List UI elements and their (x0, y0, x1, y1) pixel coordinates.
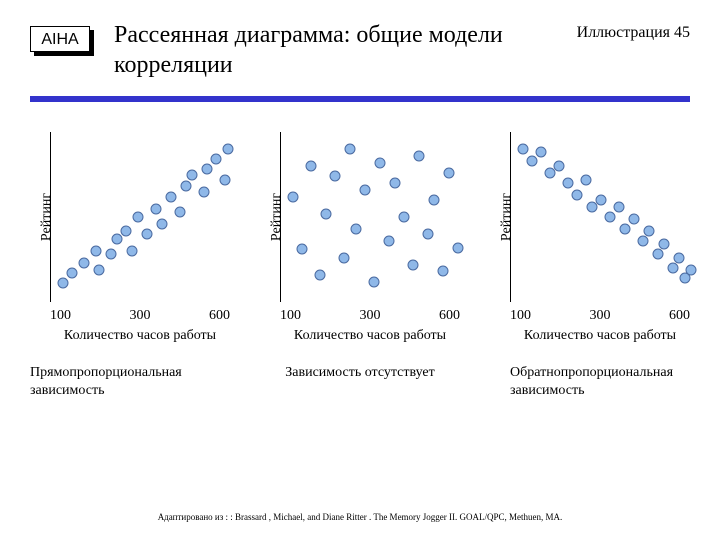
scatter-point (360, 184, 371, 195)
scatter-point (686, 264, 697, 275)
x-ticks: 100 300 600 (50, 308, 230, 324)
scatter-point (518, 144, 529, 155)
scatter-point (220, 174, 231, 185)
x-axis-label: Количество часов работы (50, 328, 230, 344)
scatter-point (157, 218, 168, 229)
scatter-point (423, 229, 434, 240)
scatter-point (444, 167, 455, 178)
scatter-point (187, 169, 198, 180)
x-tick-label: 100 (510, 308, 531, 324)
scatter-point (527, 155, 538, 166)
scatter-point (614, 201, 625, 212)
chart-caption-1: Прямопропорциональная зависимость (30, 364, 230, 399)
scatter-point (351, 223, 362, 234)
scatter-point (438, 266, 449, 277)
scatter-point (572, 189, 583, 200)
footer-citation: Адаптировано из : : Brassard , Michael, … (0, 512, 720, 522)
scatter-point (67, 268, 78, 279)
illustration-label: Иллюстрация 45 (577, 24, 690, 42)
scatter-point (653, 249, 664, 260)
x-tick-label: 300 (590, 308, 611, 324)
scatter-point (390, 178, 401, 189)
scatter-point (605, 212, 616, 223)
scatter-point (596, 195, 607, 206)
x-tick-label: 600 (439, 308, 460, 324)
captions-row: Прямопропорциональная зависимость Зависим… (0, 344, 720, 399)
scatter-point (581, 174, 592, 185)
scatter-chart-3: Рейтинг 100 300 600 Количество часов работы (490, 132, 690, 344)
scatter-point (384, 235, 395, 246)
x-ticks: 100 300 600 (510, 308, 690, 324)
points-layer (281, 132, 461, 302)
scatter-point (121, 225, 132, 236)
scatter-point (369, 276, 380, 287)
logo-box: AIHA (30, 26, 94, 56)
scatter-point (181, 181, 192, 192)
scatter-point (223, 144, 234, 155)
scatter-point (674, 252, 685, 263)
scatter-point (554, 161, 565, 172)
scatter-point (288, 191, 299, 202)
scatter-chart-1: Рейтинг 100 300 600 Количество часов работы (30, 132, 230, 344)
scatter-point (620, 223, 631, 234)
scatter-point (211, 154, 222, 165)
header: AIHA Рассеянная диаграмма: общие модели … (0, 0, 720, 90)
x-tick-label: 300 (130, 308, 151, 324)
x-tick-label: 300 (360, 308, 381, 324)
x-tick-label: 100 (280, 308, 301, 324)
scatter-point (408, 259, 419, 270)
scatter-point (321, 208, 332, 219)
scatter-point (199, 186, 210, 197)
x-tick-label: 100 (50, 308, 71, 324)
scatter-point (58, 278, 69, 289)
scatter-point (315, 269, 326, 280)
points-layer (51, 132, 231, 302)
chart-caption-2: Зависимость отсутствует (260, 364, 460, 399)
scatter-point (659, 239, 670, 250)
scatter-point (399, 212, 410, 223)
scatter-point (429, 195, 440, 206)
x-axis-label: Количество часов работы (280, 328, 460, 344)
scatter-point (79, 257, 90, 268)
x-tick-label: 600 (209, 308, 230, 324)
scatter-point (629, 213, 640, 224)
scatter-point (536, 147, 547, 158)
scatter-point (106, 249, 117, 260)
scatter-point (375, 157, 386, 168)
logo-text: AIHA (30, 26, 90, 52)
scatter-point (330, 171, 341, 182)
charts-row: Рейтинг100300600Количество часов работыР… (0, 102, 720, 344)
plot-area: Рейтинг (280, 132, 461, 302)
scatter-point (345, 144, 356, 155)
scatter-point (668, 263, 679, 274)
x-ticks: 100 300 600 (280, 308, 460, 324)
scatter-point (563, 178, 574, 189)
scatter-point (166, 191, 177, 202)
scatter-point (127, 246, 138, 257)
plot-area: Рейтинг (50, 132, 231, 302)
scatter-point (91, 246, 102, 257)
x-axis-label: Количество часов работы (510, 328, 690, 344)
scatter-chart-2: Рейтинг 100 300 600 Количество часов работы (260, 132, 460, 344)
x-tick-label: 600 (669, 308, 690, 324)
scatter-point (339, 252, 350, 263)
scatter-point (297, 244, 308, 255)
scatter-point (202, 164, 213, 175)
points-layer (511, 132, 691, 302)
scatter-point (175, 206, 186, 217)
page-title: Рассеянная диаграмма: общие модели корре… (114, 20, 557, 80)
scatter-point (142, 229, 153, 240)
scatter-point (306, 161, 317, 172)
plot-area: Рейтинг (510, 132, 691, 302)
scatter-point (133, 212, 144, 223)
scatter-point (453, 242, 464, 253)
chart-caption-3: Обратнопропорциональная зависимость (490, 364, 690, 399)
scatter-point (644, 225, 655, 236)
scatter-point (638, 235, 649, 246)
scatter-point (112, 234, 123, 245)
scatter-point (94, 264, 105, 275)
scatter-point (151, 203, 162, 214)
scatter-point (414, 150, 425, 161)
